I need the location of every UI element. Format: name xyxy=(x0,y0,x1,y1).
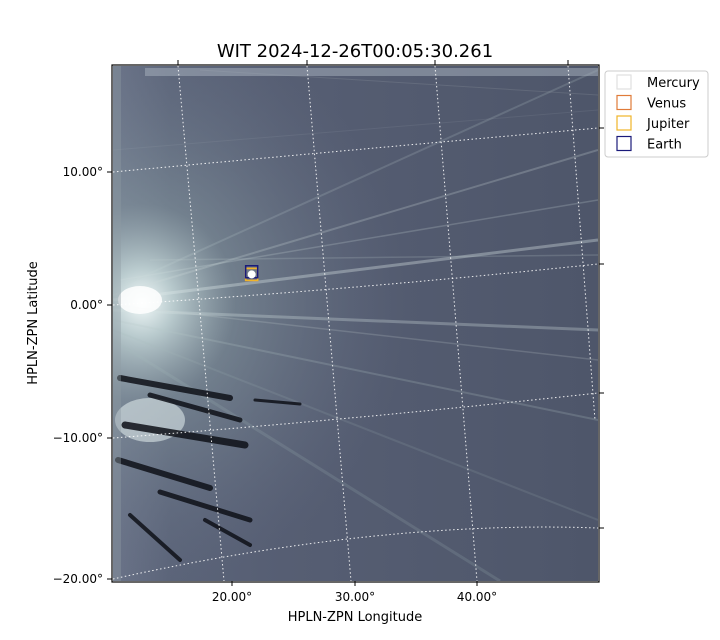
chart-title: WIT 2024-12-26T00:05:30.261 xyxy=(217,41,493,62)
dark-streak xyxy=(128,513,182,562)
bright-streak xyxy=(149,254,598,261)
x-tick-label: 20.00° xyxy=(212,590,252,604)
legend: Mercury Venus Jupiter Earth xyxy=(604,70,709,158)
x-tick-label: 30.00° xyxy=(335,590,375,604)
legend-label-venus: Venus xyxy=(647,97,686,112)
legend-swatch-jupiter xyxy=(616,115,632,131)
legend-label-earth: Earth xyxy=(647,138,682,153)
y-tick-label: −10.00° xyxy=(53,431,103,445)
legend-swatch-mercury xyxy=(616,74,632,90)
dark-streak xyxy=(117,375,233,401)
latitude-gridline xyxy=(113,392,598,439)
bright-streak xyxy=(113,149,598,296)
bright-streak xyxy=(119,199,598,281)
y-tick-label: 0.00° xyxy=(70,298,103,312)
bright-streak xyxy=(113,109,598,151)
legend-frame xyxy=(604,70,709,158)
x-tick-label: 40.00° xyxy=(457,590,497,604)
bright-streak xyxy=(113,238,598,302)
legend-label-mercury: Mercury xyxy=(647,76,700,91)
planet-point xyxy=(247,270,256,279)
latitude-gridline xyxy=(113,127,598,173)
bright-streak xyxy=(113,304,598,361)
marker-layer xyxy=(244,265,259,282)
left-edge-band xyxy=(113,66,121,581)
dark-streak xyxy=(253,398,302,406)
axis-ticks: 20.00° 30.00° 40.00° 10.00° 0.00° −10.00° −20.… xyxy=(53,60,604,604)
y-tick-label: −20.00° xyxy=(53,572,103,586)
dark-streak xyxy=(147,392,243,423)
dark-streak xyxy=(121,421,249,449)
dark-streak xyxy=(115,457,213,491)
coordinate-grid xyxy=(113,66,598,581)
legend-swatch-earth xyxy=(616,135,632,152)
bright-streak xyxy=(113,69,598,291)
legend-label-jupiter: Jupiter xyxy=(646,117,690,132)
dark-streak xyxy=(157,489,253,523)
legend-swatch-venus xyxy=(616,94,632,111)
streak-layer xyxy=(113,66,598,581)
bright-core xyxy=(118,286,162,314)
bright-streak xyxy=(113,319,598,421)
bright-streak xyxy=(113,308,598,332)
y-tick-label: 10.00° xyxy=(63,165,103,179)
top-band xyxy=(145,68,598,76)
latitude-gridline xyxy=(113,263,598,306)
dark-streak xyxy=(203,518,252,547)
bright-streak xyxy=(113,329,598,521)
x-axis-label: HPLN-ZPN Longitude xyxy=(288,610,423,625)
image-area xyxy=(113,66,598,581)
y-axis-label: HPLN-ZPN Latitude xyxy=(26,261,41,384)
bright-streak xyxy=(113,338,501,581)
